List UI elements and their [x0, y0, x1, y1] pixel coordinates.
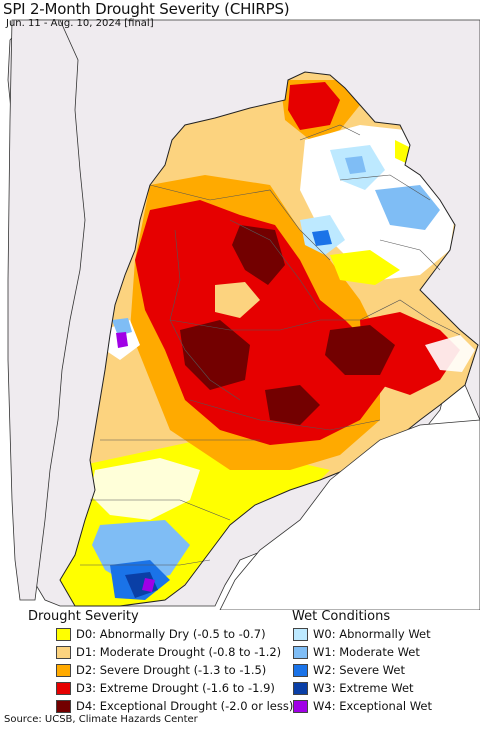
legend-label: W3: Extreme Wet: [313, 681, 414, 695]
legend-label: W2: Severe Wet: [313, 663, 405, 677]
legend-label: D0: Abnormally Dry (-0.5 to -0.7): [76, 627, 266, 641]
legend-swatch: [293, 627, 308, 641]
legend-item-d0: D0: Abnormally Dry (-0.5 to -0.7): [56, 626, 266, 642]
coast-inlet: [219, 419, 480, 610]
map-subtitle: Jun. 11 - Aug. 10, 2024 [final]: [6, 18, 154, 29]
legend-label: D2: Severe Drought (-1.3 to -1.5): [76, 663, 267, 677]
chile-strip: [7, 19, 86, 601]
map-title: SPI 2-Month Drought Severity (CHIRPS): [3, 0, 290, 18]
legend-swatch: [56, 627, 71, 641]
legend-label: D3: Extreme Drought (-1.6 to -1.9): [76, 681, 275, 695]
legend-item-d2: D2: Severe Drought (-1.3 to -1.5): [56, 662, 266, 678]
legend-item-d1: D1: Moderate Drought (-0.8 to -1.2): [56, 644, 281, 660]
legend-item-w3: W3: Extreme Wet: [293, 680, 414, 696]
legend-swatch: [293, 681, 308, 695]
source-credit: Source: UCSB, Climate Hazards Center: [4, 714, 198, 725]
legend-label: W0: Abnormally Wet: [313, 627, 431, 641]
drought-map: [7, 19, 480, 610]
legend-item-w2: W2: Severe Wet: [293, 662, 405, 678]
legend-swatch: [293, 645, 308, 659]
legend-swatch: [293, 663, 308, 677]
legend-item-w0: W0: Abnormally Wet: [293, 626, 431, 642]
wet-legend-heading: Wet Conditions: [292, 609, 391, 624]
legend-label: W1: Moderate Wet: [313, 645, 420, 659]
legend-swatch: [56, 681, 71, 695]
legend-swatch: [293, 699, 308, 713]
legend-swatch: [56, 699, 71, 713]
legend-item-w4: W4: Exceptional Wet: [293, 698, 432, 714]
drought-legend-heading: Drought Severity: [28, 609, 139, 624]
legend-swatch: [56, 663, 71, 677]
legend-label: W4: Exceptional Wet: [313, 699, 432, 713]
legend-swatch: [56, 645, 71, 659]
legend-item-w1: W1: Moderate Wet: [293, 644, 420, 660]
legend-item-d3: D3: Extreme Drought (-1.6 to -1.9): [56, 680, 275, 696]
admin-borders: [80, 124, 461, 566]
legend-item-d4: D4: Exceptional Drought (-2.0 or less): [56, 698, 293, 714]
legend-label: D1: Moderate Drought (-0.8 to -1.2): [76, 645, 282, 659]
region-outline: [59, 71, 479, 607]
legend-label: D4: Exceptional Drought (-2.0 or less): [76, 699, 294, 713]
